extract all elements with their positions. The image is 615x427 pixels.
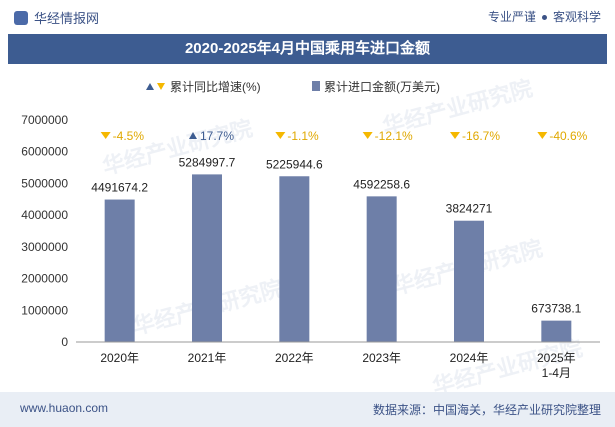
growth-label: -40.6% <box>549 129 587 143</box>
tagline: 专业严谨 客观科学 <box>488 8 601 25</box>
y-tick-label: 2000000 <box>21 272 68 286</box>
growth-label: -1.1% <box>287 129 319 143</box>
bar <box>192 174 222 342</box>
bar <box>366 196 397 342</box>
bar-value-label: 5225944.6 <box>266 157 323 171</box>
bar-value-label: 673738.1 <box>531 302 581 316</box>
x-tick-label: 2024年 <box>450 351 489 365</box>
brand-name: 华经情报网 <box>34 11 100 26</box>
y-tick-label: 6000000 <box>21 145 68 159</box>
tagline-right: 客观科学 <box>552 10 601 24</box>
x-tick-label: 2020年 <box>100 351 139 365</box>
chart-title: 2020-2025年4月中国乘用车进口金额 <box>184 40 431 57</box>
y-tick-label: 3000000 <box>21 240 68 254</box>
brand: 华经情报网 <box>14 8 99 27</box>
growth-down-triangle-icon <box>450 132 460 139</box>
footer: www.huaon.com 数据来源：中国海关，华经产业研究院整理 <box>0 392 615 427</box>
brand-logo-icon <box>14 11 28 25</box>
y-tick-label: 0 <box>61 335 68 349</box>
legend-down-triangle-icon <box>157 83 165 90</box>
bar <box>104 199 135 342</box>
legend: 累计同比增速(%) 累计进口金额(万美元) <box>146 79 440 94</box>
legend-bar-swatch <box>312 81 320 91</box>
y-tick-label: 5000000 <box>21 176 68 190</box>
growth-down-triangle-icon <box>100 132 111 139</box>
title-bar: 2020-2025年4月中国乘用车进口金额 <box>8 34 607 64</box>
x-tick-label: 2023年 <box>362 351 401 365</box>
y-tick-label: 1000000 <box>21 303 68 317</box>
y-axis: 0 1000000 2000000 3000000 4000000 5000000 6000… <box>21 113 68 349</box>
legend-growth-label: 累计同比增速(%) <box>170 80 261 94</box>
y-tick-label: 4000000 <box>21 208 68 222</box>
bar-value-label: 5284997.7 <box>179 155 236 169</box>
x-tick-label: 2022年 <box>275 351 314 365</box>
x-tick-label: 1-4月 <box>542 366 571 380</box>
tagline-left: 专业严谨 <box>487 10 536 24</box>
bar-value-label: 4491674.2 <box>91 181 148 195</box>
growth-down-triangle-icon <box>537 132 548 139</box>
bar-value-label: 4592258.6 <box>353 177 410 191</box>
chart-area: 累计同比增速(%) 累计进口金额(万美元) 0 1000000 2000000 300… <box>21 79 600 380</box>
bar <box>454 220 484 342</box>
growth-down-triangle-icon <box>362 132 373 139</box>
growth-up-triangle-icon <box>189 132 197 139</box>
bar <box>279 176 310 342</box>
footer-website: www.huaon.com <box>20 401 109 415</box>
legend-up-triangle-icon <box>146 83 154 90</box>
growth-label: -16.7% <box>462 129 500 143</box>
x-tick-label: 2025年 <box>537 351 576 365</box>
footer-source: 数据来源：中国海关，华经产业研究院整理 <box>372 403 601 417</box>
x-tick-label: 2021年 <box>188 351 227 365</box>
legend-amount-label: 累计进口金额(万美元) <box>324 79 440 94</box>
bars: 4491674.2 -4.5% 5284997.7 17.7% 5225944.6 -1.… <box>91 129 588 342</box>
y-tick-label: 7000000 <box>21 113 68 127</box>
growth-label: 17.7% <box>200 129 234 143</box>
bar-value-label: 3824271 <box>446 202 493 216</box>
growth-label: -12.1% <box>375 129 413 143</box>
growth-down-triangle-icon <box>275 132 286 139</box>
growth-label: -4.5% <box>113 129 145 143</box>
bar <box>541 320 572 342</box>
top-bar: 华经情报网 专业严谨 客观科学 <box>0 0 615 34</box>
separator-dot-icon <box>541 15 547 21</box>
